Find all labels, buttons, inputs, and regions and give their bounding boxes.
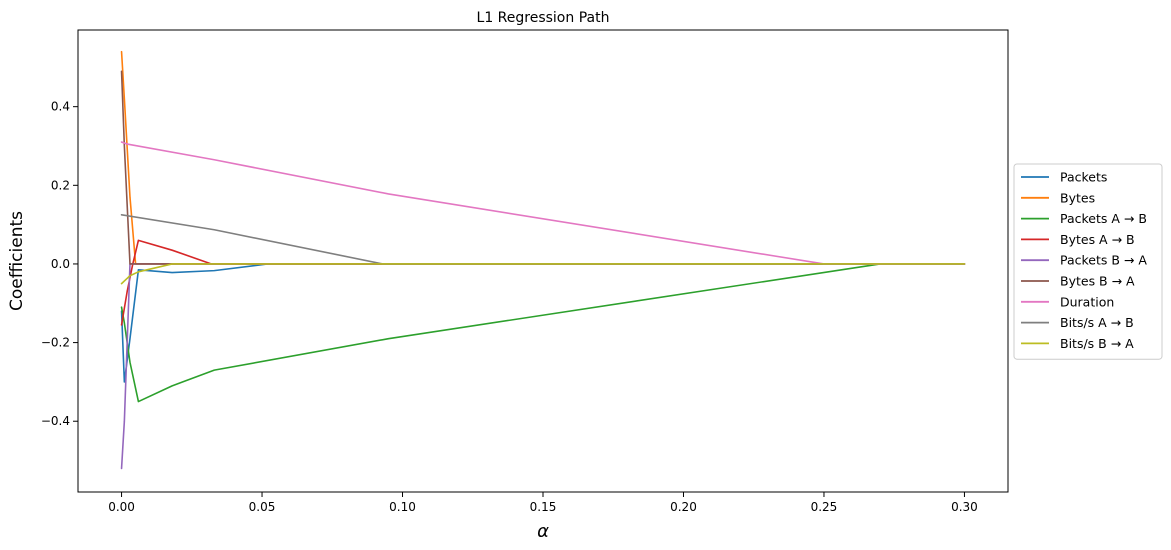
x-axis: 0.00 0.05 0.10 0.15 0.20 0.25 0.30: [108, 492, 978, 514]
x-tick-label: 0.20: [670, 500, 697, 514]
legend-label: Packets B → A: [1060, 253, 1147, 268]
y-axis-label: Coefficients: [7, 211, 27, 311]
legend-label: Bits/s B → A: [1060, 336, 1134, 351]
x-tick-label: 0.10: [389, 500, 416, 514]
y-tick-label: 0.4: [51, 100, 70, 114]
x-tick-label: 0.30: [951, 500, 978, 514]
legend-label: Bytes: [1060, 190, 1095, 205]
series-line-8: [120, 263, 966, 285]
legend-label: Duration: [1060, 294, 1114, 309]
legend: Packets Bytes Packets A → B Bytes A → B Pack…: [1013, 163, 1163, 360]
x-axis-label: α: [537, 521, 549, 542]
x-tick-label: 0.00: [108, 500, 135, 514]
legend-label: Bits/s A → B: [1060, 315, 1134, 330]
y-tick-label: −0.2: [41, 336, 70, 350]
y-tick-label: −0.4: [41, 414, 70, 428]
legend-label: Bytes B → A: [1060, 274, 1135, 289]
plot-area: [78, 30, 1008, 492]
series-line-2: [120, 263, 966, 403]
legend-label: Packets A → B: [1060, 211, 1147, 226]
x-tick-label: 0.25: [811, 500, 838, 514]
x-tick-label: 0.05: [249, 500, 276, 514]
legend-label: Bytes A → B: [1060, 232, 1135, 247]
y-tick-label: 0.2: [51, 178, 70, 192]
y-tick-label: 0.0: [51, 257, 70, 271]
legend-label: Packets: [1060, 170, 1107, 185]
legend-box: [1013, 163, 1163, 360]
x-tick-label: 0.15: [530, 500, 557, 514]
chart-title: L1 Regression Path: [477, 10, 610, 26]
series-layer: [120, 50, 966, 470]
y-axis: −0.4 −0.2 0.0 0.2 0.4: [41, 100, 78, 428]
